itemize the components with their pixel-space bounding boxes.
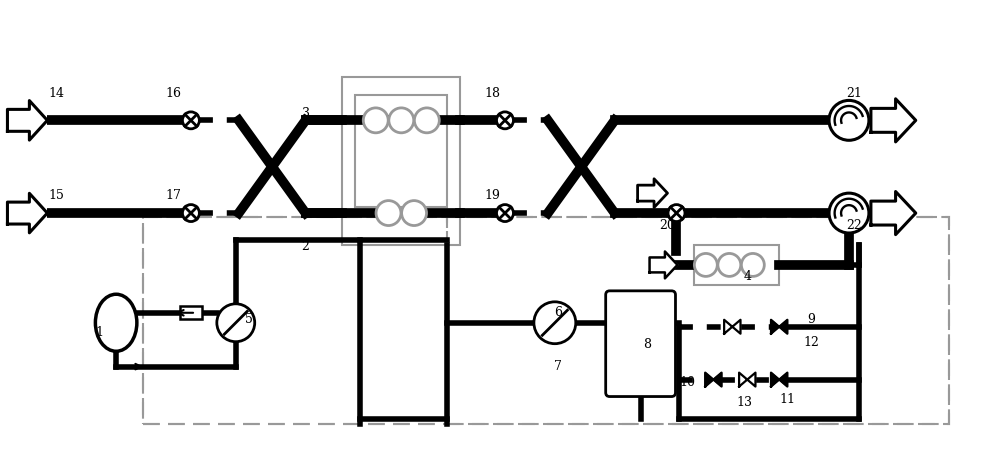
Circle shape bbox=[668, 205, 685, 221]
Text: 9: 9 bbox=[807, 313, 815, 326]
Bar bbox=[143, 217, 447, 425]
Ellipse shape bbox=[95, 294, 137, 352]
Bar bbox=[355, 95, 447, 207]
Circle shape bbox=[389, 108, 414, 133]
Text: 11: 11 bbox=[779, 393, 795, 406]
Circle shape bbox=[402, 200, 427, 226]
Text: 2: 2 bbox=[302, 240, 310, 254]
Polygon shape bbox=[871, 99, 916, 142]
Circle shape bbox=[414, 108, 439, 133]
Text: 20: 20 bbox=[660, 218, 675, 231]
Text: 1: 1 bbox=[95, 326, 103, 339]
Bar bbox=[694, 245, 779, 285]
Text: 22: 22 bbox=[846, 218, 862, 231]
Polygon shape bbox=[638, 179, 668, 208]
Text: 16: 16 bbox=[165, 87, 181, 100]
Text: 5: 5 bbox=[245, 313, 253, 326]
Circle shape bbox=[182, 112, 199, 129]
Bar bbox=[447, 217, 949, 425]
Text: 15: 15 bbox=[48, 189, 64, 201]
Text: 12: 12 bbox=[803, 336, 819, 349]
Polygon shape bbox=[771, 320, 787, 334]
Text: 7: 7 bbox=[554, 360, 562, 373]
Circle shape bbox=[829, 100, 869, 140]
Circle shape bbox=[363, 108, 388, 133]
Circle shape bbox=[497, 205, 513, 221]
Text: 18: 18 bbox=[484, 87, 500, 100]
Circle shape bbox=[741, 254, 764, 276]
Polygon shape bbox=[7, 101, 47, 140]
Polygon shape bbox=[705, 372, 722, 387]
Bar bbox=[143, 217, 949, 425]
Polygon shape bbox=[7, 193, 47, 233]
Circle shape bbox=[829, 193, 869, 233]
Polygon shape bbox=[871, 191, 916, 235]
Circle shape bbox=[376, 200, 401, 226]
FancyBboxPatch shape bbox=[606, 291, 675, 397]
Circle shape bbox=[718, 254, 741, 276]
Text: 4: 4 bbox=[743, 270, 751, 284]
Polygon shape bbox=[771, 372, 787, 387]
Polygon shape bbox=[724, 320, 740, 334]
Text: 6: 6 bbox=[554, 306, 562, 319]
Circle shape bbox=[217, 304, 255, 342]
Bar bbox=[342, 77, 460, 245]
Text: 21: 21 bbox=[846, 87, 862, 100]
Text: 8: 8 bbox=[644, 338, 652, 351]
Polygon shape bbox=[650, 251, 677, 278]
Text: 10: 10 bbox=[679, 376, 695, 389]
Text: 3: 3 bbox=[302, 107, 310, 120]
Circle shape bbox=[694, 254, 717, 276]
Bar bbox=[180, 306, 202, 319]
Text: 19: 19 bbox=[484, 189, 500, 201]
Text: 13: 13 bbox=[736, 396, 752, 409]
Polygon shape bbox=[739, 372, 755, 387]
Circle shape bbox=[534, 302, 576, 344]
Text: 14: 14 bbox=[48, 87, 64, 100]
Text: 17: 17 bbox=[165, 189, 181, 201]
Circle shape bbox=[182, 205, 199, 221]
Circle shape bbox=[497, 112, 513, 129]
